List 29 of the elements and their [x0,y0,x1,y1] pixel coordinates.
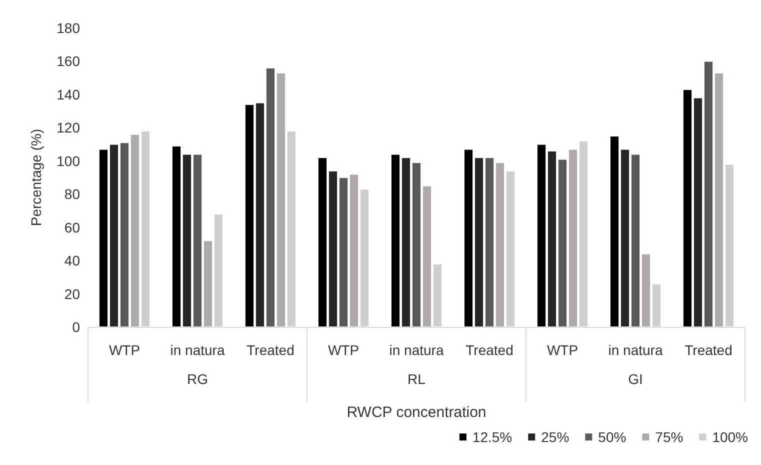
legend-label: 75% [655,429,684,445]
y-tick-label: 60 [64,219,80,236]
legend-label: 50% [598,429,626,445]
y-tick-label: 120 [56,120,80,136]
y-tick-label: 140 [56,86,80,102]
legend-label: 25% [541,429,570,445]
text: RG [187,371,208,387]
text: RL [408,371,426,387]
legend-label: 12.5% [472,429,512,445]
x-tick-label: WTP [108,342,140,358]
y-tick-label: 160 [56,53,80,70]
y-tick-label: 180 [56,20,80,36]
x-tick-label: WTP [328,342,360,358]
y-axis-title: Percentage (%) [28,128,44,226]
legend-label: 100% [712,429,748,445]
x-tick-label: in natura [389,342,444,358]
y-tick-label: 0 [72,319,80,335]
x-tick-label: in natura [608,342,663,358]
text: GI [628,371,643,387]
x-tick-label: in natura [170,342,225,358]
x-tick-label: WTP [546,342,578,358]
y-tick-label: 80 [64,186,80,202]
x-tick-label: Treated [246,342,294,358]
y-tick-label: 40 [64,252,80,269]
x-tick-label: Treated [684,342,732,358]
y-tick-label: 100 [56,152,80,169]
x-axis-title: RWCP concentration [346,404,486,421]
y-tick-label: 20 [64,286,80,302]
x-tick-label: Treated [466,342,514,358]
